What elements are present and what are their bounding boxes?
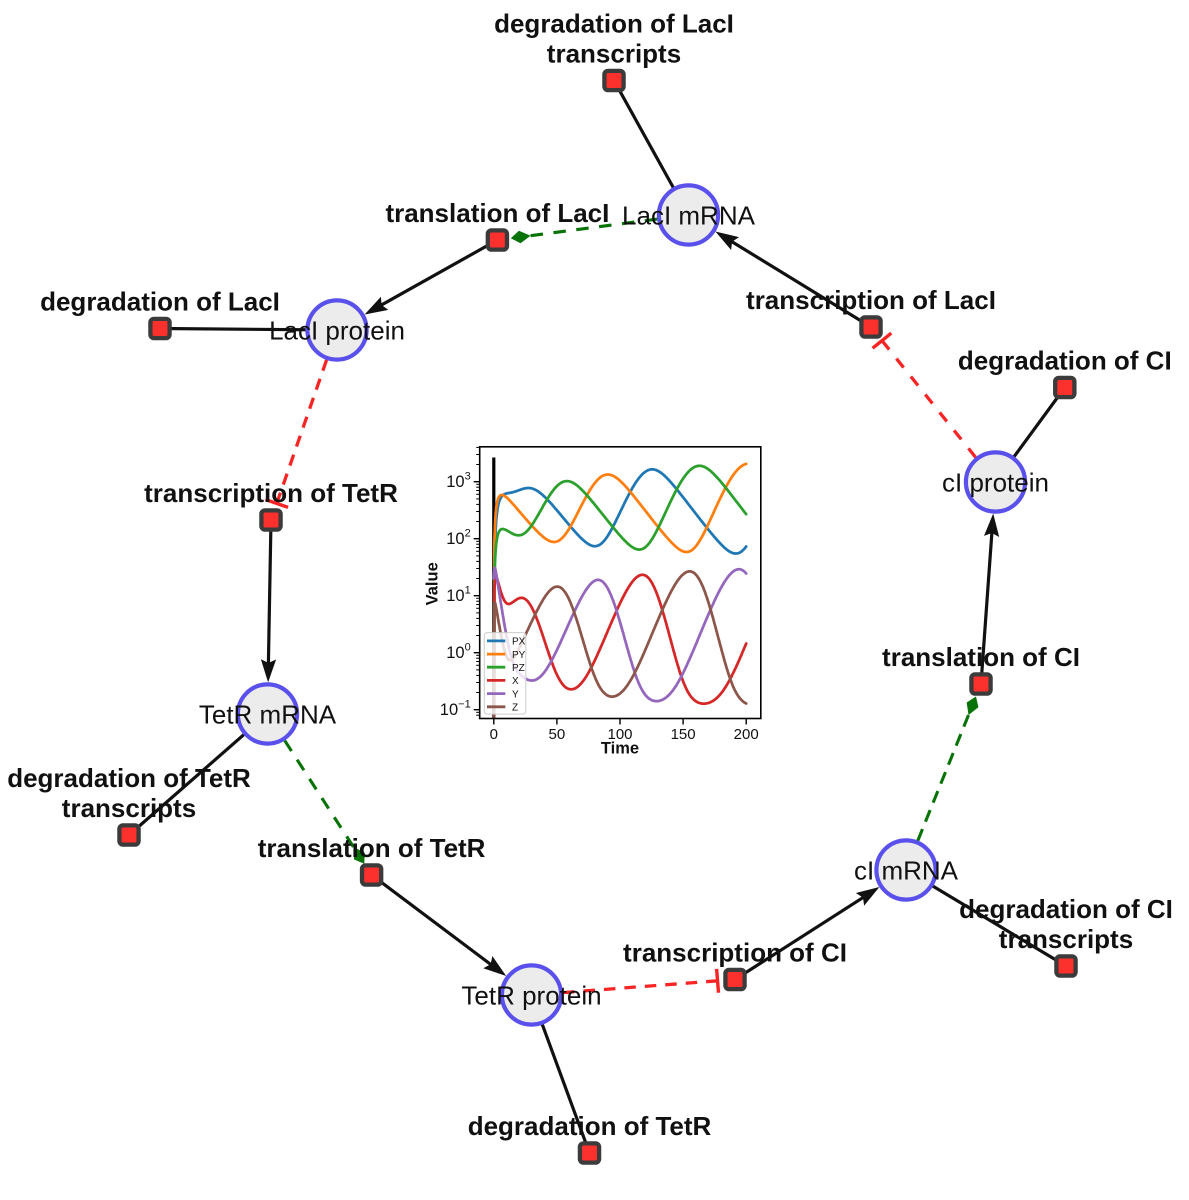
svg-text:transcription of CI: transcription of CI (623, 938, 847, 968)
svg-text:PY: PY (512, 650, 526, 661)
svg-text:Y: Y (512, 689, 519, 700)
svg-text:degradation of CI: degradation of CI (958, 346, 1172, 376)
svg-text:translation of CI: translation of CI (882, 642, 1080, 672)
svg-text:150: 150 (671, 726, 696, 743)
svg-text:TetR mRNA: TetR mRNA (199, 700, 337, 730)
svg-text:50: 50 (549, 726, 566, 743)
svg-text:transcripts: transcripts (62, 793, 196, 823)
svg-text:translation of TetR: translation of TetR (258, 833, 486, 863)
svg-text:PX: PX (512, 637, 526, 648)
svg-text:transcripts: transcripts (999, 924, 1133, 954)
svg-text:PZ: PZ (512, 663, 525, 674)
svg-text:LacI protein: LacI protein (269, 316, 405, 346)
svg-text:degradation of CI: degradation of CI (959, 894, 1173, 924)
svg-text:X: X (512, 676, 519, 687)
svg-text:transcription of LacI: transcription of LacI (746, 285, 996, 315)
svg-text:degradation of LacI: degradation of LacI (494, 9, 734, 39)
svg-text:Value: Value (424, 562, 442, 605)
svg-text:transcription of TetR: transcription of TetR (144, 478, 398, 508)
svg-text:transcripts: transcripts (547, 39, 681, 69)
svg-text:200: 200 (734, 726, 759, 743)
svg-text:Time: Time (601, 740, 639, 758)
svg-text:LacI mRNA: LacI mRNA (622, 201, 756, 231)
svg-text:100: 100 (607, 726, 632, 743)
svg-text:TetR protein: TetR protein (461, 981, 601, 1011)
svg-text:cI mRNA: cI mRNA (854, 856, 959, 886)
svg-text:degradation of TetR: degradation of TetR (468, 1111, 712, 1141)
svg-text:cI protein: cI protein (942, 468, 1049, 498)
svg-text:degradation of TetR: degradation of TetR (7, 763, 251, 793)
svg-text:degradation of LacI: degradation of LacI (40, 287, 280, 317)
svg-text:0: 0 (490, 726, 498, 743)
svg-text:translation of LacI: translation of LacI (385, 198, 609, 228)
svg-text:Z: Z (512, 703, 518, 714)
